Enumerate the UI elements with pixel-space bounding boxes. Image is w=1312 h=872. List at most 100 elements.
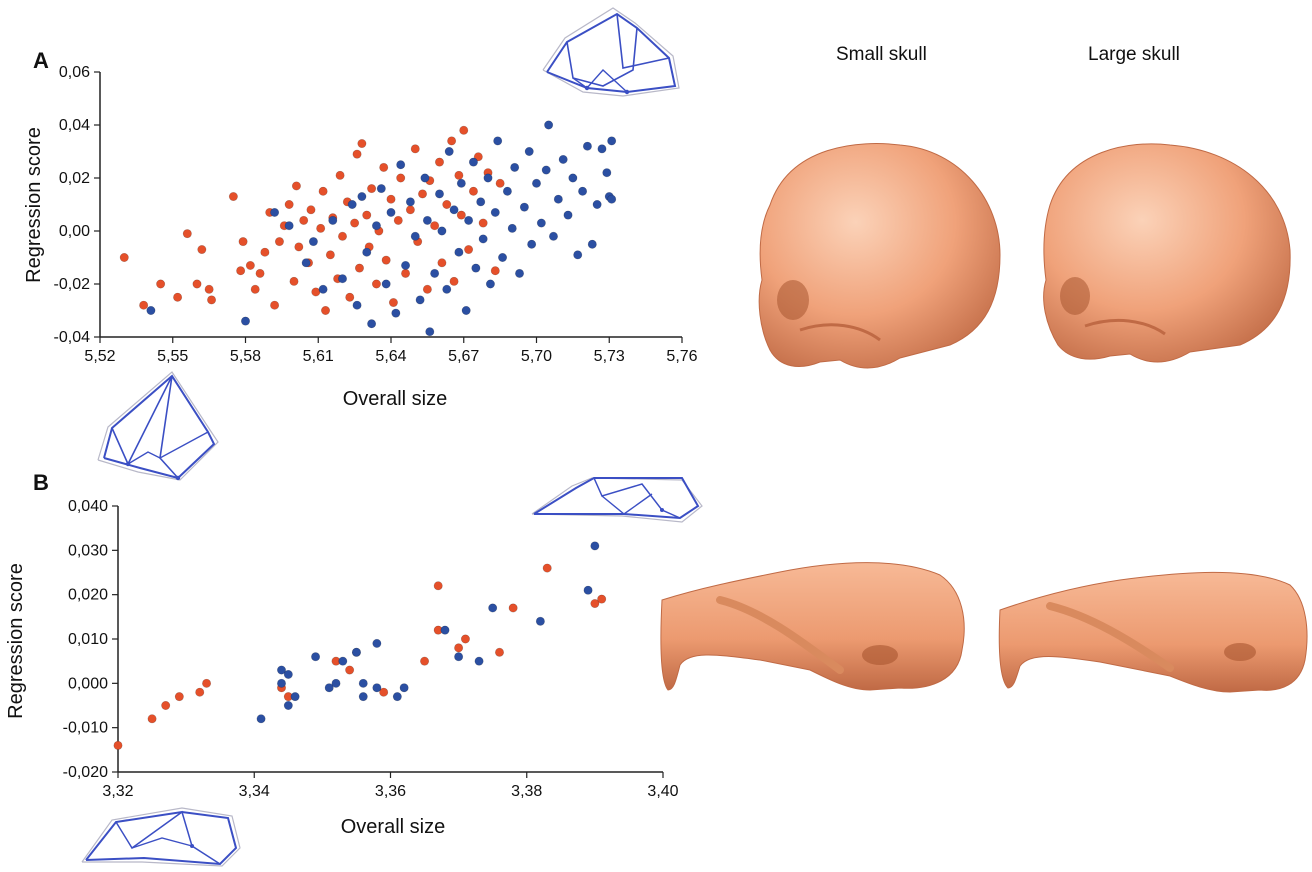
data-point bbox=[485, 279, 495, 289]
data-point bbox=[454, 643, 464, 653]
data-point bbox=[284, 200, 294, 210]
wireframe-skull-icon bbox=[81, 807, 241, 867]
data-point bbox=[301, 258, 311, 268]
x-tick-label: 5,64 bbox=[375, 348, 406, 365]
data-point bbox=[461, 305, 471, 315]
x-tick-label: 3,40 bbox=[647, 783, 678, 800]
data-point bbox=[607, 194, 617, 204]
data-point bbox=[308, 237, 318, 247]
data-point bbox=[515, 268, 525, 278]
data-point bbox=[392, 692, 402, 702]
data-point bbox=[597, 144, 607, 154]
data-point bbox=[352, 300, 362, 310]
x-tick-label: 5,73 bbox=[594, 348, 625, 365]
data-point bbox=[347, 200, 357, 210]
data-point bbox=[331, 678, 341, 688]
data-point bbox=[290, 692, 300, 702]
data-point bbox=[490, 207, 500, 217]
data-point bbox=[597, 594, 607, 604]
data-point bbox=[351, 647, 361, 657]
x-tick-label: 5,70 bbox=[521, 348, 552, 365]
y-tick-label: 0,06 bbox=[59, 64, 90, 81]
data-point bbox=[405, 197, 415, 207]
data-point bbox=[113, 740, 123, 750]
human-skull-render bbox=[1043, 143, 1291, 363]
data-point bbox=[494, 647, 504, 657]
data-point bbox=[524, 147, 534, 157]
data-point bbox=[318, 284, 328, 294]
column-small-skull: Small skull bbox=[836, 44, 927, 65]
data-point bbox=[507, 223, 517, 233]
data-point bbox=[367, 319, 377, 329]
data-point bbox=[587, 239, 597, 249]
data-point bbox=[553, 194, 563, 204]
data-point bbox=[318, 186, 328, 196]
data-point bbox=[238, 237, 248, 247]
data-point bbox=[536, 218, 546, 228]
data-point bbox=[371, 279, 381, 289]
data-point bbox=[454, 247, 464, 257]
data-point bbox=[399, 683, 409, 693]
data-point bbox=[345, 665, 355, 675]
x-tick-label: 5,55 bbox=[157, 348, 188, 365]
data-point bbox=[372, 683, 382, 693]
data-point bbox=[393, 215, 403, 225]
data-point bbox=[548, 231, 558, 241]
y-tick-label: -0,010 bbox=[63, 720, 108, 737]
y-tick-label: 0,04 bbox=[59, 117, 90, 134]
data-point bbox=[401, 260, 411, 270]
data-point bbox=[558, 154, 568, 164]
y-tick-label: 0,010 bbox=[68, 631, 108, 648]
mouse-skull-render bbox=[660, 562, 965, 691]
mouse-skull-render bbox=[998, 571, 1308, 693]
data-point bbox=[386, 194, 396, 204]
data-point bbox=[350, 218, 360, 228]
data-point bbox=[442, 200, 452, 210]
data-point bbox=[478, 218, 488, 228]
data-point bbox=[362, 247, 372, 257]
wireframe-skull-icon bbox=[531, 477, 703, 523]
data-point bbox=[357, 192, 367, 202]
data-point bbox=[449, 276, 459, 286]
y-tick-label: -0,020 bbox=[63, 764, 108, 781]
data-point bbox=[372, 638, 382, 648]
data-point bbox=[541, 165, 551, 175]
data-point bbox=[335, 170, 345, 180]
chart-a-ylabel: Regression score bbox=[23, 127, 45, 283]
data-point bbox=[173, 292, 183, 302]
data-point bbox=[460, 634, 470, 644]
data-point bbox=[182, 229, 192, 239]
x-tick-label: 3,36 bbox=[375, 783, 406, 800]
data-point bbox=[197, 245, 207, 255]
data-point bbox=[440, 625, 450, 635]
data-point bbox=[602, 168, 612, 178]
data-point bbox=[345, 292, 355, 302]
y-tick-label: 0,00 bbox=[59, 223, 90, 240]
data-point bbox=[276, 665, 286, 675]
data-point bbox=[531, 178, 541, 188]
data-point bbox=[306, 205, 316, 215]
data-point bbox=[283, 700, 293, 710]
data-point bbox=[371, 221, 381, 231]
data-point bbox=[119, 253, 129, 263]
chart-b-xlabel: Overall size bbox=[341, 816, 445, 838]
data-point bbox=[401, 268, 411, 278]
wireframe-skull-icon bbox=[542, 7, 680, 97]
data-point bbox=[488, 603, 498, 613]
data-point bbox=[410, 231, 420, 241]
data-point bbox=[444, 147, 454, 157]
data-point bbox=[415, 295, 425, 305]
data-point bbox=[396, 173, 406, 183]
data-point bbox=[294, 242, 304, 252]
data-point bbox=[420, 173, 430, 183]
scatter-chart-a: Regression score Overall size 5,52 5,55 5,… bbox=[23, 64, 698, 410]
x-tick-label: 3,32 bbox=[102, 783, 133, 800]
chart-a-xlabel: Overall size bbox=[343, 388, 447, 410]
data-point bbox=[478, 234, 488, 244]
data-point bbox=[483, 173, 493, 183]
data-point bbox=[388, 298, 398, 308]
panel-b-label: B bbox=[33, 470, 49, 495]
data-point bbox=[433, 581, 443, 591]
data-point bbox=[422, 215, 432, 225]
